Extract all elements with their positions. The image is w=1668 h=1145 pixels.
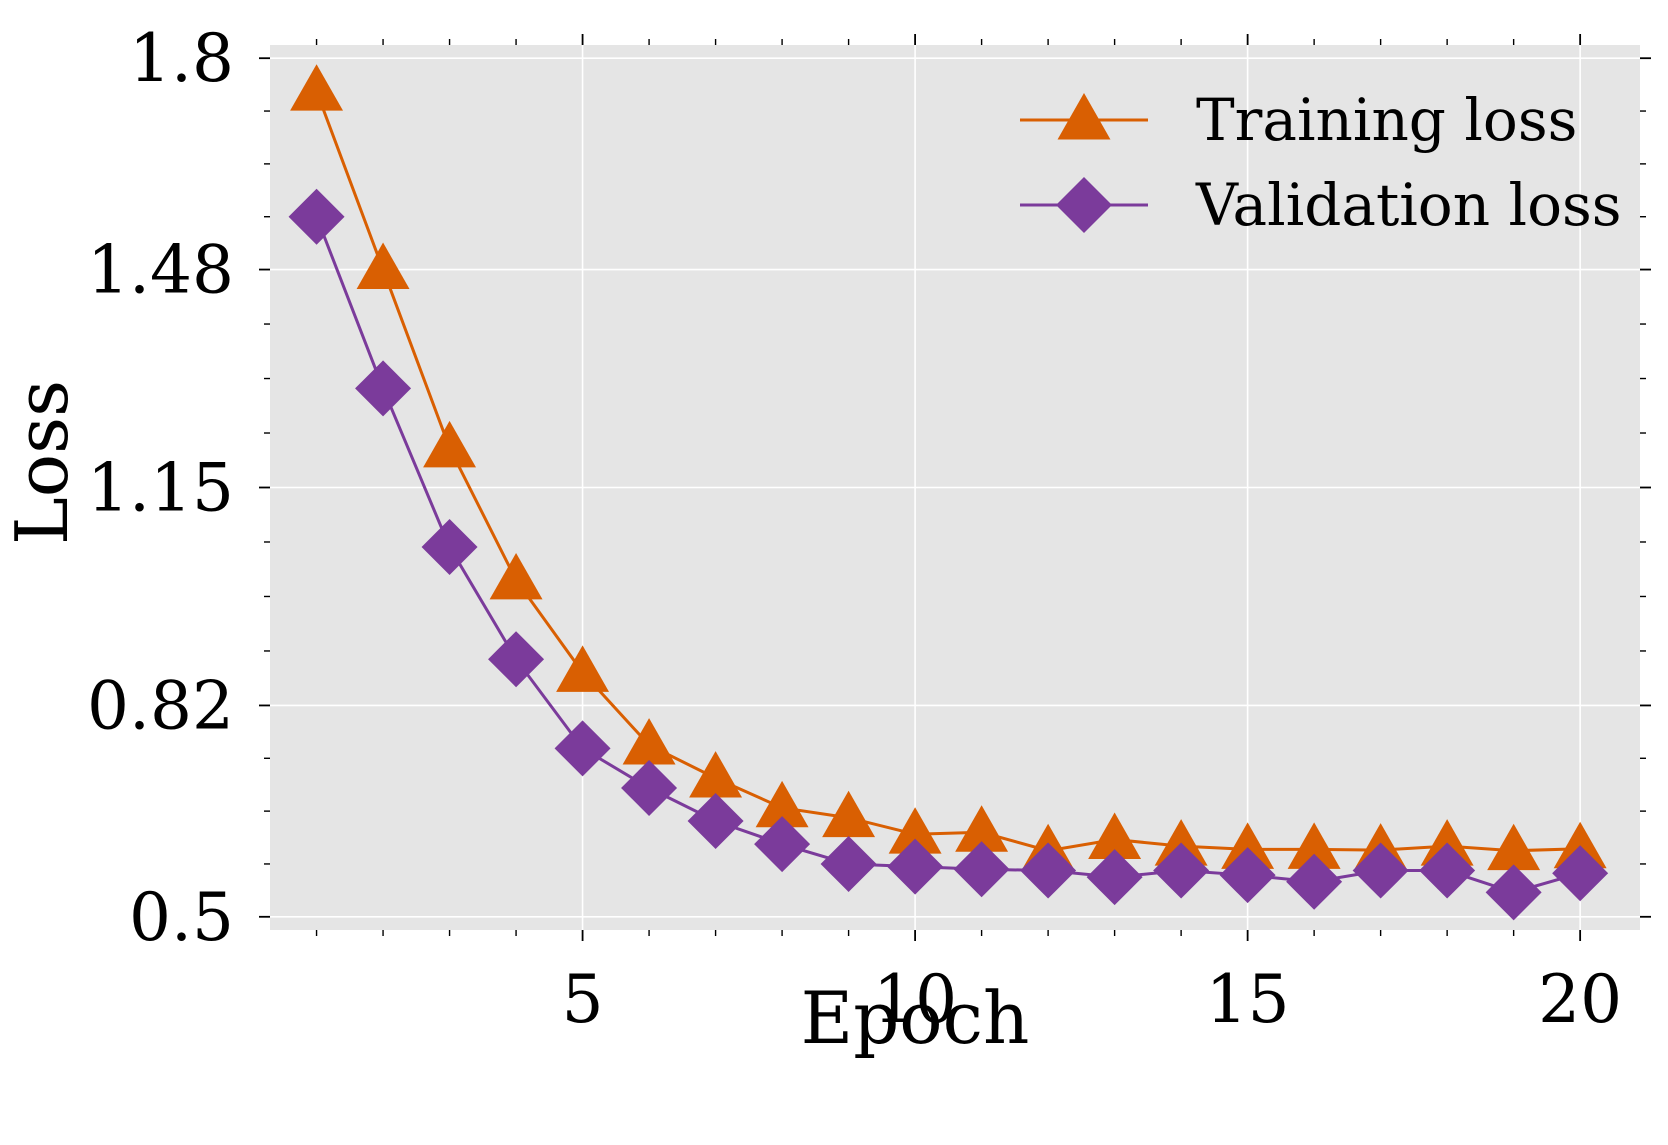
data-point	[955, 805, 1009, 852]
y-tick-label: 1.15	[87, 450, 234, 527]
data-point	[1020, 842, 1077, 899]
x-tick-label: 20	[1538, 961, 1622, 1038]
data-point	[1485, 864, 1542, 921]
data-point	[822, 790, 876, 838]
x-tick-label: 10	[873, 961, 957, 1038]
y-axis-title: Loss	[0, 380, 84, 545]
data-point	[820, 835, 877, 892]
data-point	[621, 760, 678, 817]
data-point	[1552, 845, 1609, 902]
data-point	[622, 718, 676, 765]
data-point	[1221, 822, 1275, 869]
data-point	[488, 631, 545, 688]
legend-item: Validation loss	[1020, 171, 1622, 239]
data-point	[1553, 821, 1607, 869]
data-point	[1287, 822, 1341, 869]
data-point	[755, 780, 809, 828]
data-point	[1352, 842, 1409, 899]
data-point	[689, 751, 743, 798]
data-point	[1219, 847, 1276, 904]
data-point	[288, 188, 345, 245]
data-point	[421, 518, 478, 575]
y-tick-label: 0.82	[87, 667, 234, 744]
legend-label: Validation loss	[1195, 171, 1622, 239]
data-point	[953, 841, 1010, 898]
data-point	[1088, 812, 1142, 859]
y-tick-label: 1.48	[87, 232, 234, 309]
tick-labels: 0.5 0.82 1.15 1.48 1.8 5 10 15 20	[87, 20, 1622, 1038]
data-point	[290, 64, 344, 111]
data-point	[556, 645, 610, 692]
x-tick-label: 15	[1206, 961, 1290, 1038]
data-point	[554, 720, 611, 777]
legend: Training loss Validation loss	[1020, 86, 1622, 239]
tick-marks	[259, 34, 1651, 941]
data-point	[1154, 819, 1208, 866]
data-point	[1153, 842, 1210, 899]
data-point	[887, 838, 944, 895]
data-point	[356, 242, 410, 289]
data-point	[1086, 849, 1143, 906]
data-point	[1419, 842, 1476, 899]
data-point	[1487, 823, 1541, 871]
x-tick-label: 5	[562, 961, 604, 1038]
data-point	[754, 816, 811, 873]
y-tick-label: 0.5	[129, 879, 234, 956]
x-axis-title: Epoch	[801, 976, 1030, 1060]
legend-label: Training loss	[1196, 86, 1577, 154]
data-point	[489, 552, 543, 600]
legend-marker	[1057, 93, 1111, 140]
data-point	[687, 793, 744, 850]
grid-lines	[270, 45, 1640, 930]
data-point	[1420, 819, 1474, 866]
data-point	[1286, 853, 1343, 910]
series-layer	[288, 64, 1609, 921]
data-point	[888, 807, 942, 854]
legend-marker	[1056, 177, 1112, 233]
data-point	[423, 420, 477, 468]
legend-item: Training loss	[1020, 86, 1577, 154]
data-point	[355, 360, 412, 417]
series-2	[288, 188, 1609, 921]
y-tick-label: 1.8	[129, 20, 234, 97]
